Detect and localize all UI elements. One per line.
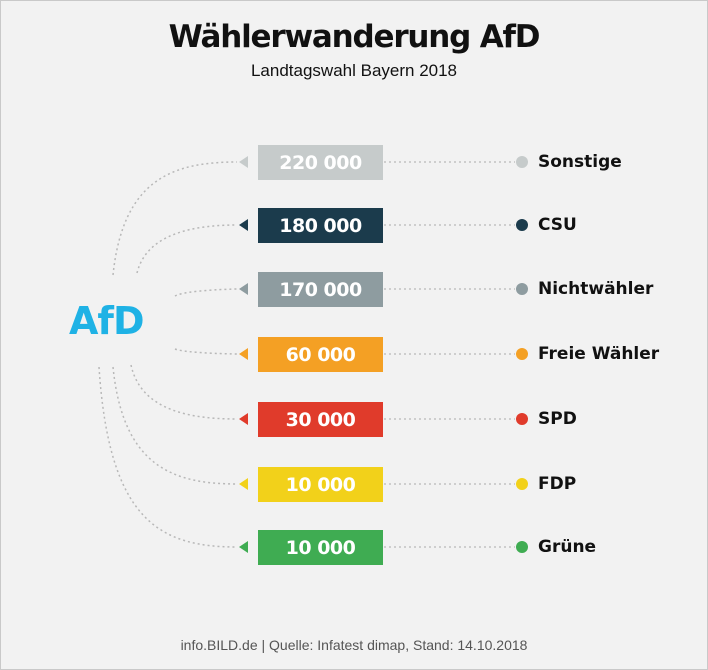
arrow-head (239, 413, 248, 425)
party-dot (516, 348, 528, 360)
value-badge: 30 000 (258, 402, 383, 437)
value-badge: 10 000 (258, 467, 383, 502)
chart-title: Wählerwanderung AfD (168, 19, 541, 55)
flow-curve (136, 224, 238, 274)
party-dot (516, 156, 528, 168)
flow-curve (112, 366, 238, 485)
arrow-head (239, 283, 248, 295)
party-label: SPD (538, 409, 577, 429)
flow-curve (112, 161, 238, 276)
flow-curve (98, 366, 238, 548)
party-dot (516, 413, 528, 425)
party-label: Sonstige (538, 152, 622, 172)
party-label: Nichtwähler (538, 279, 654, 299)
chart-subtitle: Landtagswahl Bayern 2018 (250, 61, 458, 80)
value-badge: 170 000 (258, 272, 383, 307)
party-dot (516, 283, 528, 295)
arrow-head (239, 541, 248, 553)
source-note: info.BILD.de | Quelle: Infatest dimap, S… (180, 637, 528, 653)
party-dot (516, 219, 528, 231)
arrow-head (239, 219, 248, 231)
party-dot (516, 478, 528, 490)
party-label: CSU (538, 215, 577, 235)
party-label: FDP (538, 474, 577, 494)
party-label: Freie Wähler (538, 344, 660, 364)
arrow-head (239, 478, 248, 490)
value-badge: 220 000 (258, 145, 383, 180)
party-label: Grüne (538, 537, 597, 557)
arrow-head (239, 348, 248, 360)
party-dot (516, 541, 528, 553)
afd-label: AfD (69, 299, 144, 343)
arrow-head (239, 156, 248, 168)
flow-curve (174, 348, 238, 355)
flow-curve (130, 364, 238, 420)
value-badge: 180 000 (258, 208, 383, 243)
value-badge: 10 000 (258, 530, 383, 565)
value-badge: 60 000 (258, 337, 383, 372)
flow-curve (174, 288, 238, 297)
